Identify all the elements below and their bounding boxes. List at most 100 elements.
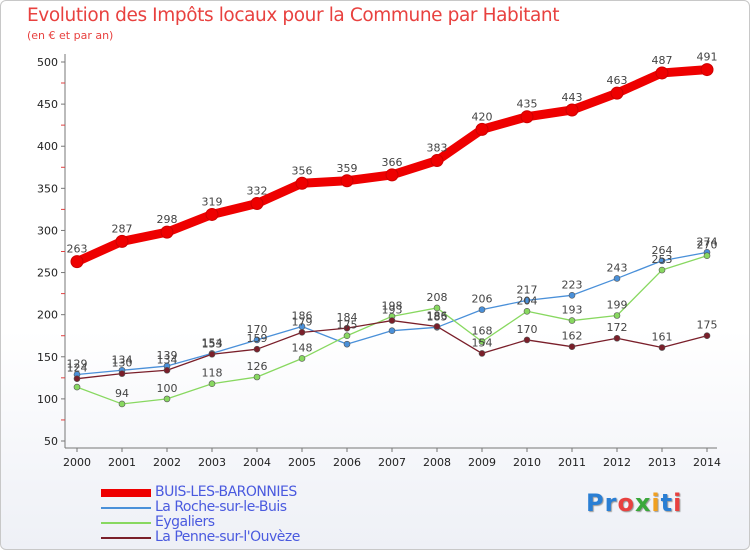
data-point xyxy=(478,306,486,313)
data-point xyxy=(478,350,486,357)
data-label: 184 xyxy=(337,311,358,324)
data-point xyxy=(208,350,216,358)
x-tick-label: 2013 xyxy=(648,456,676,469)
data-label: 274 xyxy=(697,235,718,248)
x-tick-label: 2001 xyxy=(108,456,136,469)
data-point xyxy=(295,176,309,190)
data-label: 420 xyxy=(472,110,493,123)
data-label: 124 xyxy=(67,362,88,375)
legend-item: BUIS-LES-BARONNIES xyxy=(101,485,300,500)
data-label: 383 xyxy=(427,142,448,155)
data-label: 186 xyxy=(427,309,448,322)
data-label: 332 xyxy=(247,184,268,197)
data-point xyxy=(298,355,306,362)
x-tick-label: 2008 xyxy=(423,456,451,469)
data-point xyxy=(118,400,126,408)
data-label: 193 xyxy=(562,304,583,317)
legend-label: Eygaliers xyxy=(155,514,215,530)
x-tick-label: 2011 xyxy=(558,456,586,469)
legend-label: La Penne-sur-l'Ouvèze xyxy=(155,529,300,545)
y-tick-label: 500 xyxy=(37,56,58,69)
x-tick-label: 2014 xyxy=(693,456,721,469)
data-label: 175 xyxy=(337,319,358,332)
legend-item: La Roche-sur-le-Buis xyxy=(101,500,300,515)
chart-title: Evolution des Impôts locaux pour la Comm… xyxy=(27,5,560,26)
data-point xyxy=(385,168,399,182)
data-label: 204 xyxy=(517,294,538,307)
data-point xyxy=(73,375,81,382)
data-label: 319 xyxy=(202,195,223,208)
data-point xyxy=(658,266,666,274)
data-label: 168 xyxy=(472,325,493,338)
data-label: 443 xyxy=(562,91,583,104)
x-tick-label: 2006 xyxy=(333,456,361,469)
x-tick-label: 2009 xyxy=(468,456,496,469)
data-label: 154 xyxy=(202,336,223,349)
legend-item: La Penne-sur-l'Ouvèze xyxy=(101,530,300,545)
data-point xyxy=(658,344,666,351)
data-point xyxy=(523,297,531,304)
x-tick-label: 2010 xyxy=(513,456,541,469)
data-label: 199 xyxy=(607,299,628,312)
data-point xyxy=(205,207,219,221)
data-point xyxy=(610,86,624,100)
data-label: 134 xyxy=(112,353,133,366)
data-label: 170 xyxy=(517,323,538,336)
data-point xyxy=(703,332,711,340)
x-tick-label: 2003 xyxy=(198,456,226,469)
data-label: 208 xyxy=(427,291,448,304)
proxiti-logo: Proxiti xyxy=(586,489,683,517)
data-label: 185 xyxy=(427,310,448,323)
data-point xyxy=(343,332,351,340)
data-label: 161 xyxy=(652,331,673,344)
data-label: 263 xyxy=(67,243,88,256)
x-tick-label: 2012 xyxy=(603,456,631,469)
y-tick-label: 50 xyxy=(44,435,58,448)
x-tick-label: 2000 xyxy=(63,456,91,469)
data-label: 154 xyxy=(472,336,493,349)
data-point xyxy=(565,103,579,117)
data-point xyxy=(433,304,441,312)
data-point xyxy=(208,380,216,388)
data-label: 129 xyxy=(67,357,88,370)
data-label: 162 xyxy=(562,330,583,343)
data-point xyxy=(613,275,621,282)
data-point xyxy=(613,312,621,319)
data-point xyxy=(163,366,171,374)
data-point xyxy=(568,291,576,299)
y-tick-label: 250 xyxy=(37,267,58,280)
data-label: 175 xyxy=(697,319,718,332)
data-label: 134 xyxy=(157,353,178,366)
data-point xyxy=(253,345,261,353)
data-label: 206 xyxy=(472,293,493,306)
legend-swatch xyxy=(101,521,151,524)
data-point xyxy=(703,252,711,260)
data-label: 130 xyxy=(112,357,133,370)
data-point xyxy=(433,323,441,330)
x-tick-label: 2004 xyxy=(243,456,271,469)
data-point xyxy=(253,373,261,381)
data-label: 270 xyxy=(697,239,718,252)
data-label: 491 xyxy=(697,51,718,64)
data-point xyxy=(430,154,444,168)
data-label: 359 xyxy=(337,162,358,175)
data-point xyxy=(388,327,396,334)
data-label: 170 xyxy=(247,323,268,336)
legend-swatch xyxy=(101,506,151,509)
data-label: 153 xyxy=(202,337,223,350)
y-tick-label: 100 xyxy=(37,393,58,406)
data-point xyxy=(340,174,354,188)
data-label: 356 xyxy=(292,164,313,177)
chart-legend: BUIS-LES-BARONNIES La Roche-sur-le-Buis Ey… xyxy=(101,485,300,545)
data-point xyxy=(253,336,261,344)
data-label: 264 xyxy=(652,244,673,257)
data-point xyxy=(388,317,396,324)
data-point xyxy=(160,225,174,239)
data-point xyxy=(523,307,531,315)
y-tick-label: 300 xyxy=(37,224,58,237)
chart-subtitle: (en € et par an) xyxy=(27,29,114,42)
legend-item: Eygaliers xyxy=(101,515,300,530)
data-label: 287 xyxy=(112,222,133,235)
data-point xyxy=(250,196,264,210)
